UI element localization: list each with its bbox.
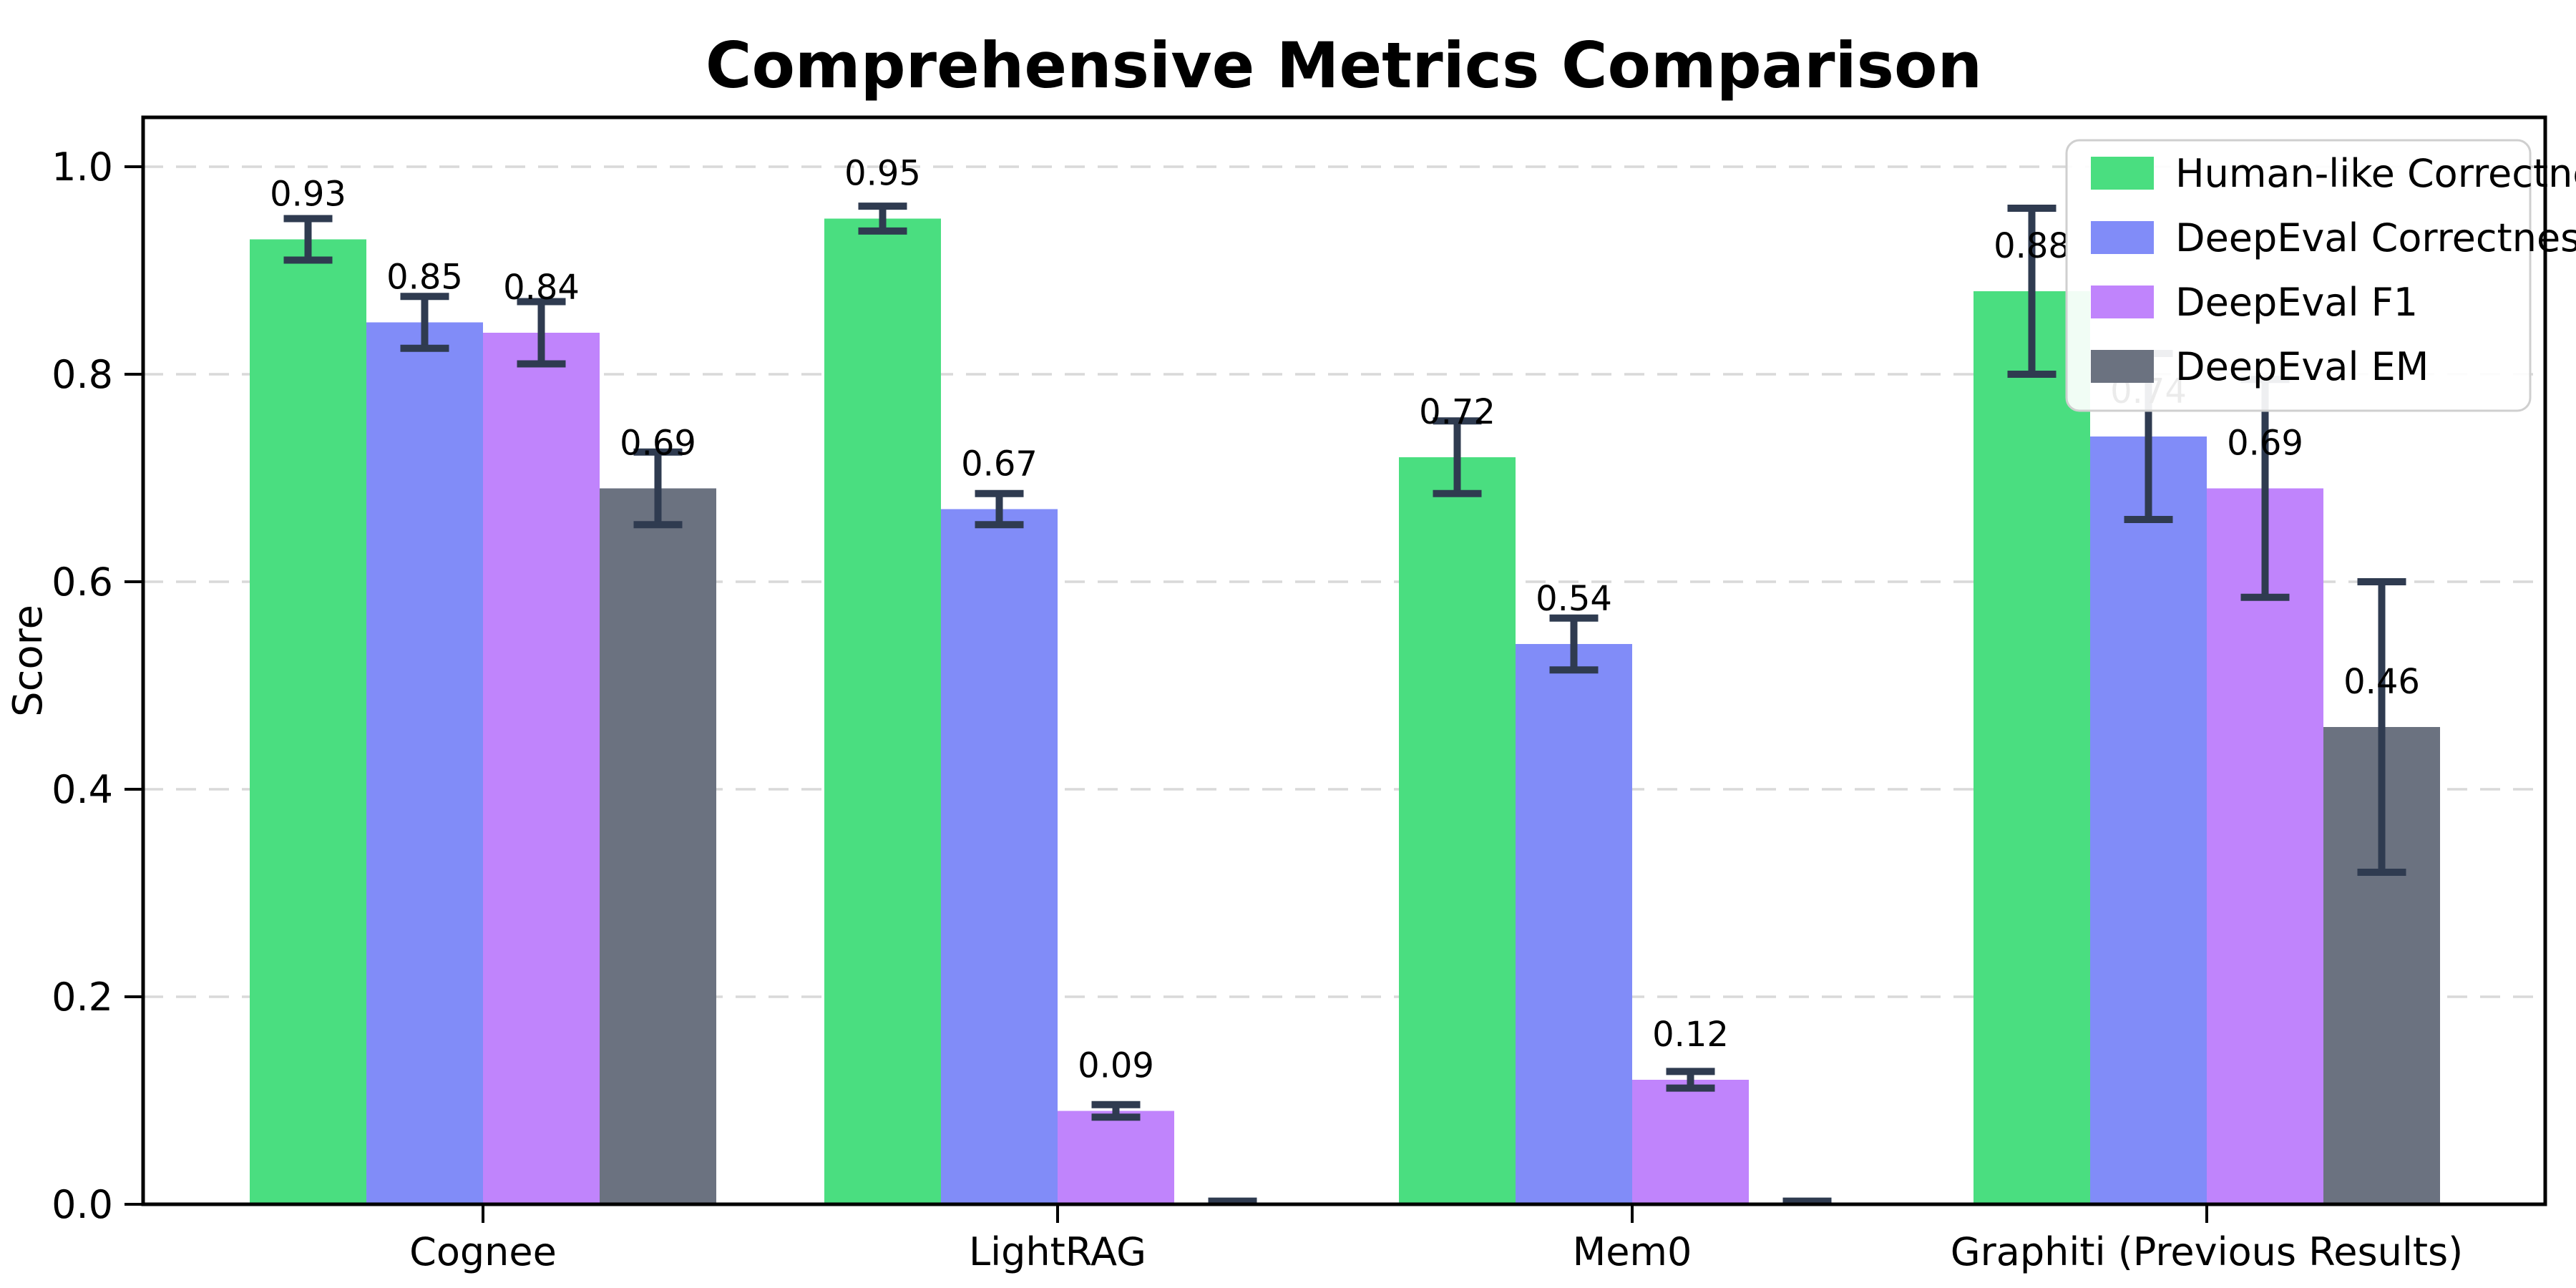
bar-value-label: 0.12: [1652, 1015, 1729, 1055]
bar-value-label: 0.54: [1536, 579, 1612, 619]
y-tick-label: 0.0: [52, 1182, 113, 1227]
legend-label-0: Human-like Correctness: [2175, 151, 2576, 196]
bar-value-label: 0.67: [961, 444, 1038, 484]
bar-value-label: 0.93: [270, 175, 346, 215]
bar-1-1: [941, 509, 1058, 1204]
bar-3-1: [2090, 436, 2207, 1204]
bar-2-1: [1516, 644, 1632, 1204]
y-tick-label: 0.4: [52, 767, 113, 812]
y-tick-label: 1.0: [52, 145, 113, 190]
legend-label-3: DeepEval EM: [2175, 344, 2429, 389]
y-tick-label: 0.2: [52, 975, 113, 1020]
bar-1-2: [1058, 1111, 1174, 1204]
bar-value-label: 0.69: [620, 424, 696, 464]
bar-value-label: 0.69: [2227, 424, 2303, 464]
y-tick-label: 0.6: [52, 560, 113, 605]
bar-2-0: [1399, 457, 1516, 1204]
bar-value-label: 0.88: [1994, 226, 2070, 266]
x-category-label: Graphiti (Previous Results): [1951, 1229, 2463, 1274]
bar-value-label: 0.85: [386, 258, 463, 298]
bar-1-0: [824, 218, 941, 1204]
bar-value-label: 0.84: [503, 268, 580, 308]
bar-2-2: [1632, 1080, 1749, 1204]
bar-0-3: [600, 488, 716, 1204]
bar-value-label: 0.72: [1419, 392, 1496, 432]
bar-0-2: [483, 333, 600, 1204]
legend-swatch-1: [2091, 221, 2154, 254]
y-tick-label: 0.8: [52, 352, 113, 397]
x-category-label: LightRAG: [969, 1229, 1146, 1274]
chart-title: Comprehensive Metrics Comparison: [706, 29, 1982, 102]
bar-value-label: 0.95: [844, 154, 921, 194]
bar-3-2: [2207, 488, 2323, 1204]
bar-value-label: 0.46: [2343, 662, 2420, 702]
legend-swatch-2: [2091, 286, 2154, 318]
x-category-label: Cognee: [409, 1229, 557, 1274]
bar-0-0: [250, 239, 366, 1204]
y-axis-label: Score: [5, 605, 52, 717]
bar-3-0: [1974, 291, 2090, 1204]
legend-box: [2065, 139, 2532, 412]
legend-label-2: DeepEval F1: [2175, 280, 2418, 325]
legend-swatch-3: [2091, 350, 2154, 383]
x-category-label: Mem0: [1573, 1229, 1692, 1274]
bar-value-label: 0.09: [1078, 1046, 1154, 1086]
bar-0-1: [366, 322, 483, 1204]
legend-label-1: DeepEval Correctness: [2175, 215, 2576, 260]
plot-border: [141, 115, 2547, 1206]
legend-swatch-0: [2091, 157, 2154, 190]
